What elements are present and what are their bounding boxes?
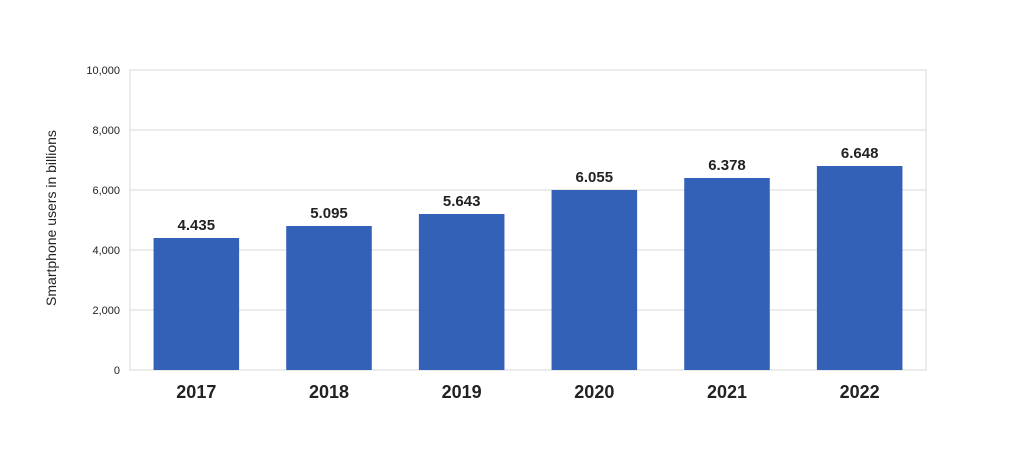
y-tick-label: 2,000 (92, 305, 120, 317)
y-tick-label: 8,000 (92, 125, 120, 137)
data-label-2021: 6.378 (708, 157, 746, 174)
y-axis-ticks: 0 2,000 4,000 6,000 8,000 10,000 (86, 65, 120, 377)
bar-2017 (153, 238, 240, 370)
x-tick-label-2017: 2017 (176, 382, 216, 402)
data-label-2020: 6.055 (576, 169, 614, 186)
y-tick-label: 0 (114, 365, 120, 377)
y-tick-label: 10,000 (86, 65, 120, 77)
bar-2022 (816, 166, 903, 370)
data-labels: 4.435 5.095 5.643 6.055 6.378 6.648 (178, 145, 879, 234)
x-tick-label-2019: 2019 (442, 382, 482, 402)
y-tick-label: 4,000 (92, 245, 120, 257)
grid (129, 69, 927, 371)
x-tick-label-2020: 2020 (574, 382, 614, 402)
x-tick-label-2022: 2022 (840, 382, 880, 402)
x-axis-ticks: 2017 2018 2019 2020 2021 2022 (176, 382, 879, 402)
plot-border (129, 69, 927, 371)
data-label-2018: 5.095 (310, 205, 348, 222)
y-tick-label: 6,000 (92, 185, 120, 197)
bars (153, 166, 903, 370)
y-axis-title: Smartphone users in billions (43, 130, 59, 306)
data-label-2022: 6.648 (841, 145, 879, 162)
bar-2018 (286, 226, 372, 370)
data-label-2017: 4.435 (178, 217, 216, 234)
x-tick-label-2018: 2018 (309, 382, 349, 402)
bar-2020 (551, 190, 638, 370)
bar-2021 (684, 178, 770, 370)
x-tick-label-2021: 2021 (707, 382, 747, 402)
bar-2019 (418, 214, 505, 370)
data-label-2019: 5.643 (443, 193, 481, 210)
